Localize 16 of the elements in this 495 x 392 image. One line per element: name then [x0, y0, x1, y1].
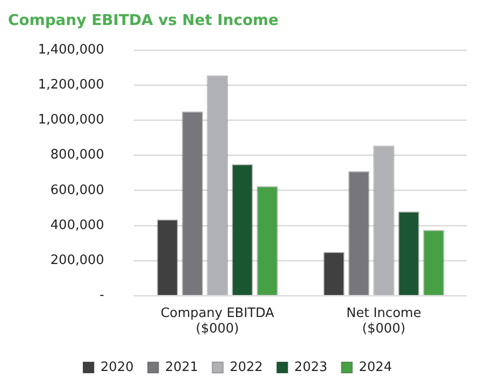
y-tick-label: 400,000	[50, 218, 104, 233]
y-tick-label: 1,400,000	[38, 42, 104, 58]
x-tick-label: Company EBITDA ($000)	[160, 306, 274, 337]
legend-label: 2024	[358, 360, 392, 375]
legend-label: 2023	[294, 360, 328, 375]
legend-label: 2022	[230, 360, 263, 375]
legend-label: 2020	[100, 360, 134, 375]
y-tick-label: 800,000	[50, 148, 104, 163]
y-tick-label: 1,200,000	[38, 77, 104, 92]
y-tick-label: 600,000	[50, 182, 104, 198]
y-tick-label: 1,000,000	[38, 112, 104, 128]
legend-label: 2021	[165, 360, 198, 375]
x-tick-label: Net Income ($000)	[346, 306, 422, 337]
chart-title: Company EBITDA vs Net Income	[8, 10, 279, 29]
y-tick-label: 200,000	[50, 253, 104, 268]
y-tick-label: -	[99, 288, 104, 304]
